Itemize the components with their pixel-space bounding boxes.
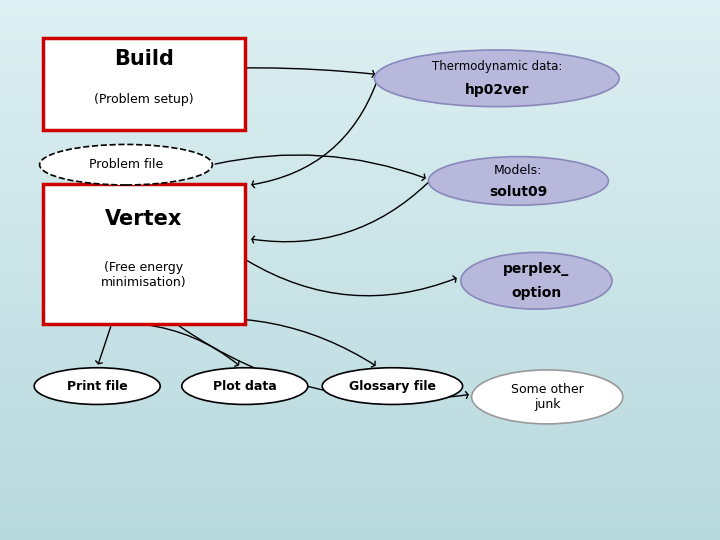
Ellipse shape <box>461 252 612 309</box>
Ellipse shape <box>181 368 308 404</box>
Ellipse shape <box>472 370 623 424</box>
Text: (Problem setup): (Problem setup) <box>94 93 194 106</box>
Text: Some other
junk: Some other junk <box>510 383 584 411</box>
Text: Problem file: Problem file <box>89 158 163 171</box>
Text: Build: Build <box>114 49 174 70</box>
Text: Thermodynamic data:: Thermodynamic data: <box>431 60 562 73</box>
Text: (Free energy
minimisation): (Free energy minimisation) <box>102 261 186 289</box>
FancyBboxPatch shape <box>43 184 245 324</box>
Text: option: option <box>511 286 562 300</box>
Text: Print file: Print file <box>67 380 127 393</box>
Ellipse shape <box>428 157 608 205</box>
Text: Plot data: Plot data <box>213 380 276 393</box>
Text: hp02ver: hp02ver <box>464 83 529 97</box>
Ellipse shape <box>323 368 463 404</box>
Text: Models:: Models: <box>494 164 543 177</box>
Ellipse shape <box>35 368 160 404</box>
Ellipse shape <box>40 145 212 185</box>
Ellipse shape <box>374 50 619 107</box>
FancyBboxPatch shape <box>43 38 245 130</box>
Text: solut09: solut09 <box>490 185 547 199</box>
Text: Glossary file: Glossary file <box>349 380 436 393</box>
Text: perplex_: perplex_ <box>503 262 570 276</box>
Text: Vertex: Vertex <box>105 208 183 229</box>
